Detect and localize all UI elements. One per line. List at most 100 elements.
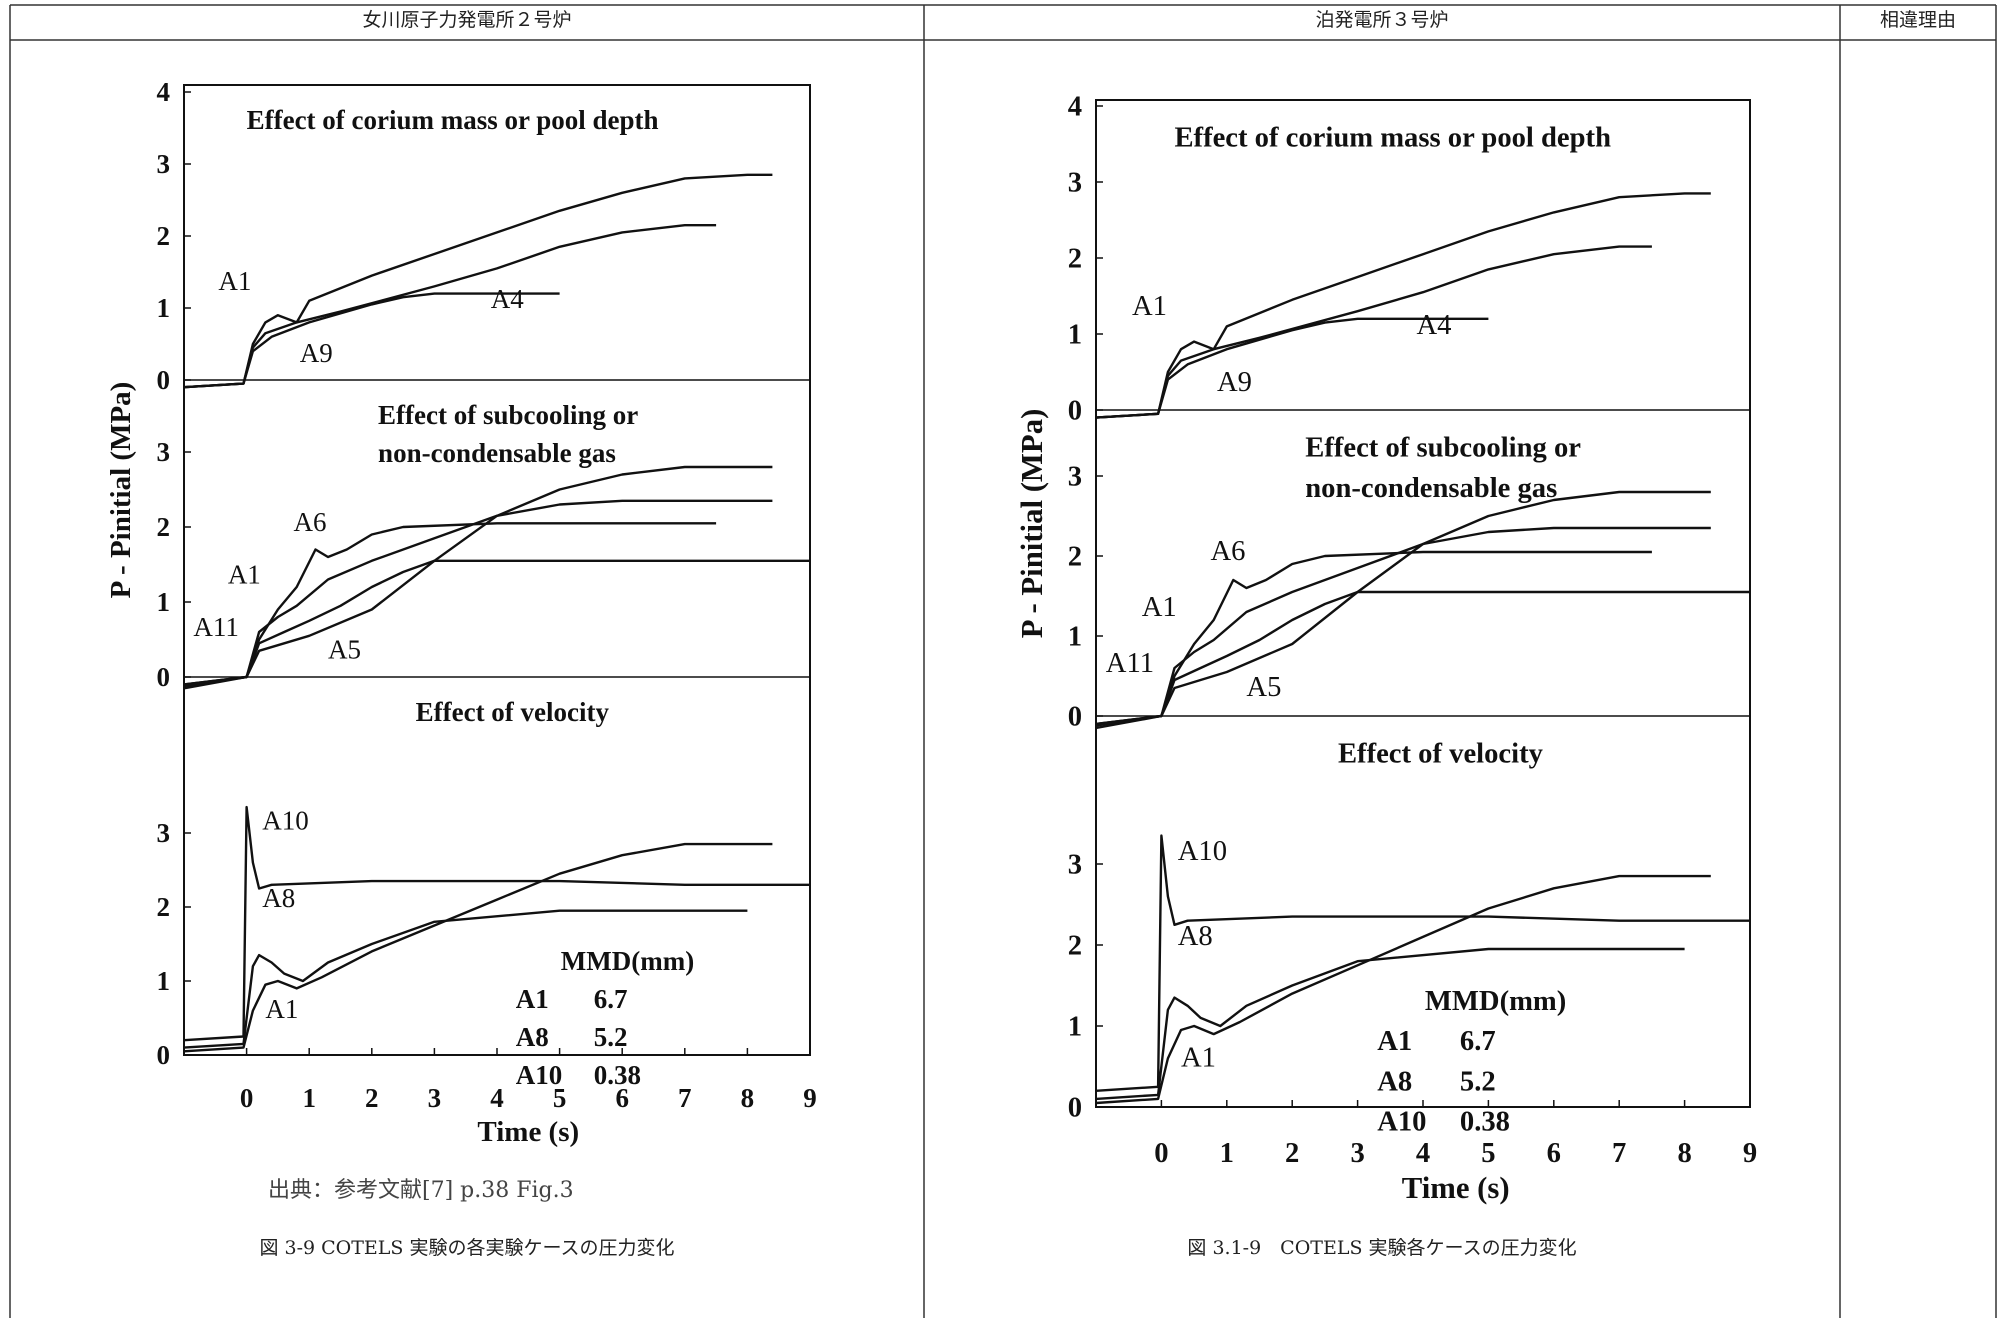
y-tick-label: 3 — [1068, 461, 1082, 493]
curve-label: A9 — [1217, 366, 1252, 398]
figure-right: 0 1 2 3 4 Effect of corium mass or pool depth… — [1012, 90, 1792, 1215]
x-tick-label: 4 — [490, 1083, 504, 1113]
y-tick-label: 4 — [157, 77, 171, 107]
panel-title: Effect of velocity — [1338, 738, 1544, 770]
legend-case: A10 — [516, 1060, 563, 1090]
legend-value: 0.38 — [594, 1060, 641, 1090]
curve-label: A1 — [218, 266, 251, 296]
series-line-a5 — [1095, 490, 1711, 727]
y-tick-label: 2 — [1068, 243, 1082, 275]
series-line-a9 — [183, 292, 560, 389]
y-tick-label: 3 — [1068, 849, 1082, 881]
series-line-a10 — [183, 805, 810, 1042]
curve-label: A5 — [328, 634, 361, 664]
panel-title: Effect of corium mass or pool depth — [1174, 122, 1611, 154]
y-tick-label: 4 — [1068, 91, 1082, 123]
x-axis-label: Time (s) — [1402, 1171, 1510, 1205]
x-tick-label: 1 — [302, 1083, 316, 1113]
y-axis-label: P - Pinitial (MPa) — [105, 382, 137, 599]
series-line-a11 — [183, 559, 810, 690]
series-line-a11 — [1095, 590, 1750, 730]
y-tick-label: 2 — [1068, 541, 1082, 573]
series-line-a6 — [183, 522, 717, 686]
curve-label: A1 — [1142, 591, 1177, 623]
y-tick-label: 2 — [157, 512, 171, 542]
figure-left: 0 1 2 3 4 Effect of corium mass or pool depth… — [100, 75, 820, 1150]
x-tick-label: 4 — [1416, 1137, 1430, 1169]
series-line-a1 — [1095, 526, 1711, 726]
legend-value: 5.2 — [1460, 1065, 1496, 1097]
x-tick-label: 2 — [365, 1083, 379, 1113]
y-tick-label: 1 — [157, 587, 171, 617]
y-tick-label: 0 — [157, 365, 171, 395]
header-col-reason: 相違理由 — [1879, 9, 1956, 31]
panel-title: Effect of corium mass or pool depth — [247, 105, 659, 135]
curve-label: A1 — [1132, 290, 1167, 322]
y-tick-label: 2 — [1068, 930, 1082, 962]
legend-case: A10 — [1377, 1106, 1426, 1138]
curve-label: A1 — [265, 994, 298, 1024]
y-tick-label: 3 — [157, 149, 171, 179]
y-tick-label: 1 — [1068, 621, 1082, 653]
series-line-a6 — [1095, 550, 1652, 726]
series-line-a1 — [183, 173, 773, 389]
curve-label: A8 — [262, 883, 295, 913]
y-tick-label: 1 — [157, 966, 171, 996]
series-line-a9 — [1095, 317, 1489, 419]
y-tick-label: 3 — [157, 818, 171, 848]
legend-value: 0.38 — [1460, 1106, 1510, 1138]
y-tick-label: 2 — [157, 892, 171, 922]
curve-label: A6 — [294, 507, 327, 537]
curve-label: A11 — [1106, 647, 1154, 679]
legend-title: MMD(mm) — [1425, 985, 1566, 1017]
curve-label: A10 — [262, 805, 309, 835]
y-tick-label: 0 — [1068, 395, 1082, 427]
x-tick-label: 3 — [1350, 1137, 1364, 1169]
header-col-tomari: 泊発電所３号炉 — [1315, 9, 1449, 31]
curve-label: A1 — [228, 559, 261, 589]
panel-title: Effect of velocity — [416, 697, 610, 727]
x-tick-label: 9 — [803, 1083, 817, 1113]
legend-case: A8 — [1377, 1065, 1412, 1097]
series-line-a1 — [183, 499, 773, 686]
panel-title: Effect of subcooling or — [1305, 432, 1581, 464]
series-line-a8 — [1095, 947, 1685, 1101]
y-tick-label: 1 — [1068, 1011, 1082, 1043]
series-line-a1 — [1095, 874, 1711, 1105]
series-line-a8 — [183, 909, 748, 1049]
series-line-a10 — [1095, 834, 1750, 1092]
figure-caption-left: 図 3-9 COTELS 実験の各実験ケースの圧力変化 — [259, 1237, 675, 1259]
x-tick-label: 0 — [1154, 1137, 1168, 1169]
curve-label: A6 — [1210, 535, 1245, 567]
curve-label: A10 — [1178, 835, 1227, 867]
legend-case: A1 — [516, 984, 549, 1014]
x-tick-label: 1 — [1220, 1137, 1234, 1169]
x-tick-label: 5 — [553, 1083, 567, 1113]
panel-title: non-condensable gas — [378, 438, 616, 468]
x-tick-label: 8 — [1677, 1137, 1691, 1169]
y-tick-label: 3 — [1068, 167, 1082, 199]
figure-caption-right: 図 3.1-9 COTELS 実験各ケースの圧力変化 — [1187, 1237, 1577, 1259]
x-tick-label: 7 — [678, 1083, 692, 1113]
x-tick-label: 2 — [1285, 1137, 1299, 1169]
curve-label: A1 — [1181, 1042, 1216, 1074]
x-tick-label: 0 — [240, 1083, 254, 1113]
y-tick-label: 3 — [157, 437, 171, 467]
pressure-chart-right: 0 1 2 3 4 Effect of corium mass or pool depth… — [1015, 91, 1757, 1206]
x-tick-label: 6 — [615, 1083, 629, 1113]
series-line-a5 — [183, 465, 773, 688]
panel-title: Effect of subcooling or — [378, 400, 638, 430]
y-tick-label: 2 — [157, 221, 171, 251]
legend-title: MMD(mm) — [561, 946, 694, 976]
series-line-a1 — [183, 842, 773, 1053]
legend-case: A1 — [1377, 1025, 1412, 1057]
curve-label: A11 — [193, 612, 239, 642]
curve-label: A5 — [1246, 671, 1281, 703]
y-tick-label: 1 — [1068, 319, 1082, 351]
y-tick-label: 0 — [1068, 701, 1082, 733]
legend-value: 5.2 — [594, 1022, 628, 1052]
y-tick-label: 1 — [157, 293, 171, 323]
curve-label: A9 — [300, 338, 333, 368]
legend-case: A8 — [516, 1022, 549, 1052]
